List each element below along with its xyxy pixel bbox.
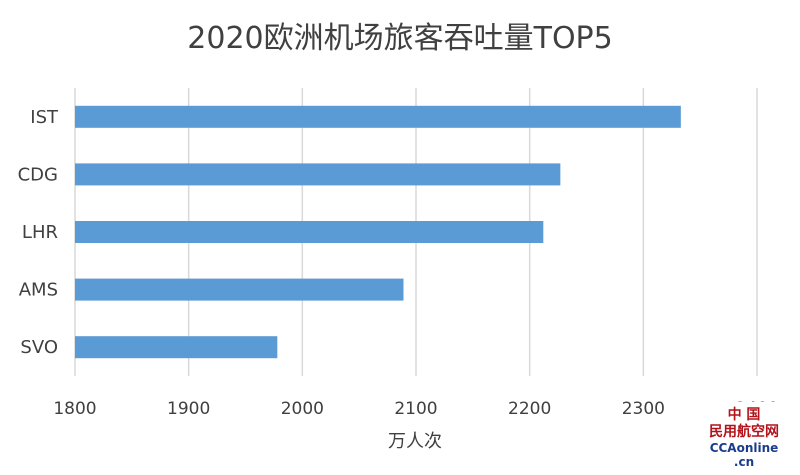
category-label-ist: IST	[30, 107, 59, 128]
category-label-cdg: CDG	[18, 164, 58, 185]
bar-svo	[75, 336, 278, 359]
x-tick-label: 2200	[508, 399, 551, 419]
x-tick-labels: 1800190020002100220023002400	[53, 399, 778, 419]
x-tick-label: 1900	[167, 399, 210, 419]
bar-cdg	[75, 163, 561, 186]
category-label-ams: AMS	[19, 280, 58, 301]
x-tick-label: 1800	[53, 399, 96, 419]
category-label-svo: SVO	[20, 337, 58, 358]
bar-ams	[75, 278, 404, 301]
x-tick-label: 2000	[281, 399, 324, 419]
watermark-line-3: CCAonline	[710, 441, 779, 455]
bar-ist	[75, 105, 681, 128]
watermark-background	[690, 402, 800, 475]
bar-lhr	[75, 221, 544, 243]
watermark-line-4: .cn	[734, 455, 754, 469]
watermark-line-1: 中 国	[728, 406, 761, 423]
chart-title: 2020欧洲机场旅客吞吐量TOP5	[187, 21, 612, 56]
ccaonline-watermark: 中 国 民用航空网 CCAonline .cn	[690, 402, 800, 475]
x-axis-label: 万人次	[388, 431, 442, 452]
category-labels: IST CDG LHR AMS SVO	[18, 107, 59, 358]
x-tick-label: 2100	[394, 399, 437, 419]
bars	[75, 105, 681, 359]
x-tick-label: 2300	[622, 399, 665, 419]
category-label-lhr: LHR	[22, 222, 58, 243]
watermark-line-2: 民用航空网	[709, 423, 779, 440]
